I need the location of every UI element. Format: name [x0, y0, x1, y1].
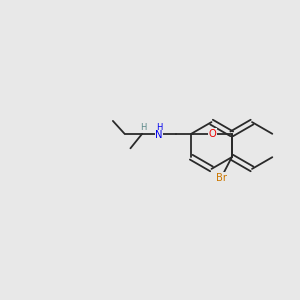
Text: N: N — [155, 130, 163, 140]
Text: Br: Br — [216, 172, 227, 183]
Text: H: H — [140, 123, 146, 132]
Text: H: H — [156, 123, 162, 132]
Text: O: O — [209, 129, 217, 139]
